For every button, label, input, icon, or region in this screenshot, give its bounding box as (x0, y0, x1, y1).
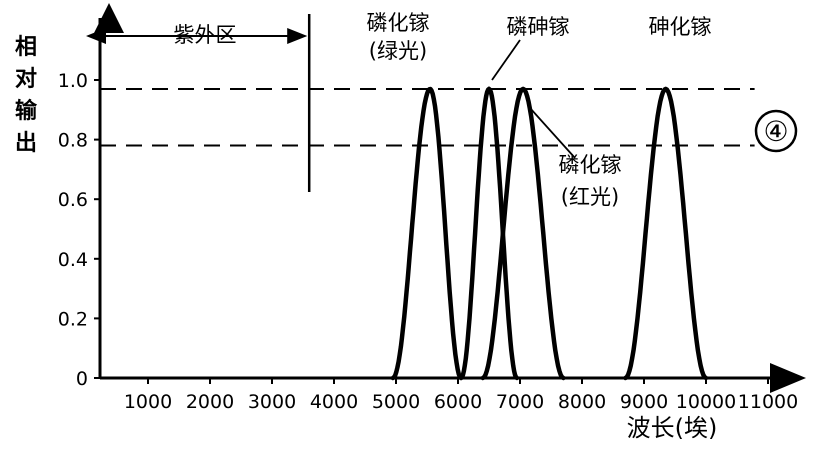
y-tick-label: 1.0 (58, 70, 88, 92)
series-line (623, 86, 709, 381)
series-curves (390, 86, 709, 381)
series-line (390, 86, 464, 381)
y-axis-label-char: 出 (15, 131, 37, 156)
label-gap-green: 磷化镓 (367, 11, 430, 35)
y-tick-label: 0 (76, 368, 88, 390)
label-gap-red-sub: (红光) (561, 185, 619, 209)
x-ticks: 1000 2000 3000 4000 5000 6000 7000 8000 9000 1000… (124, 378, 798, 413)
y-tick-label: 0.8 (58, 130, 88, 152)
y-axis-label-char: 相 (15, 35, 37, 60)
y-tick-label: 0.4 (58, 249, 88, 271)
x-tick-label: 9000 (620, 391, 668, 413)
y-tick-label: 0.2 (58, 308, 88, 330)
leader-gap-red (529, 107, 576, 159)
series-line (458, 86, 520, 381)
label-gaasp: 磷砷镓 (507, 15, 570, 39)
leader-gaasp (491, 39, 521, 81)
x-tick-label: 6000 (434, 391, 482, 413)
y-axis-label-char: 输 (15, 98, 38, 124)
x-tick-label: 7000 (496, 391, 544, 413)
x-tick-label: 4000 (310, 391, 358, 413)
x-tick-label: 11000 (738, 391, 798, 413)
y-axis-label-char: 对 (15, 67, 37, 92)
x-tick-label: 10000 (676, 391, 736, 413)
uv-region-label: 紫外区 (174, 23, 237, 47)
series-line (480, 86, 566, 381)
label-gap-green-sub: (绿光) (369, 39, 427, 63)
figure-number: ④ (763, 115, 788, 148)
figure-number-circle (754, 109, 798, 153)
label-gap-red: 磷化镓 (559, 153, 622, 177)
x-tick-label: 2000 (186, 391, 234, 413)
x-axis-label: 波长(埃) (627, 414, 718, 442)
y-tick-label: 0.6 (58, 189, 88, 211)
x-tick-label: 5000 (372, 391, 420, 413)
x-tick-label: 8000 (558, 391, 606, 413)
label-gaas: 砷化镓 (649, 15, 712, 39)
x-tick-label: 3000 (248, 391, 296, 413)
x-tick-label: 1000 (124, 391, 172, 413)
y-ticks: 0 0.2 0.4 0.6 0.8 1.0 (58, 70, 100, 390)
